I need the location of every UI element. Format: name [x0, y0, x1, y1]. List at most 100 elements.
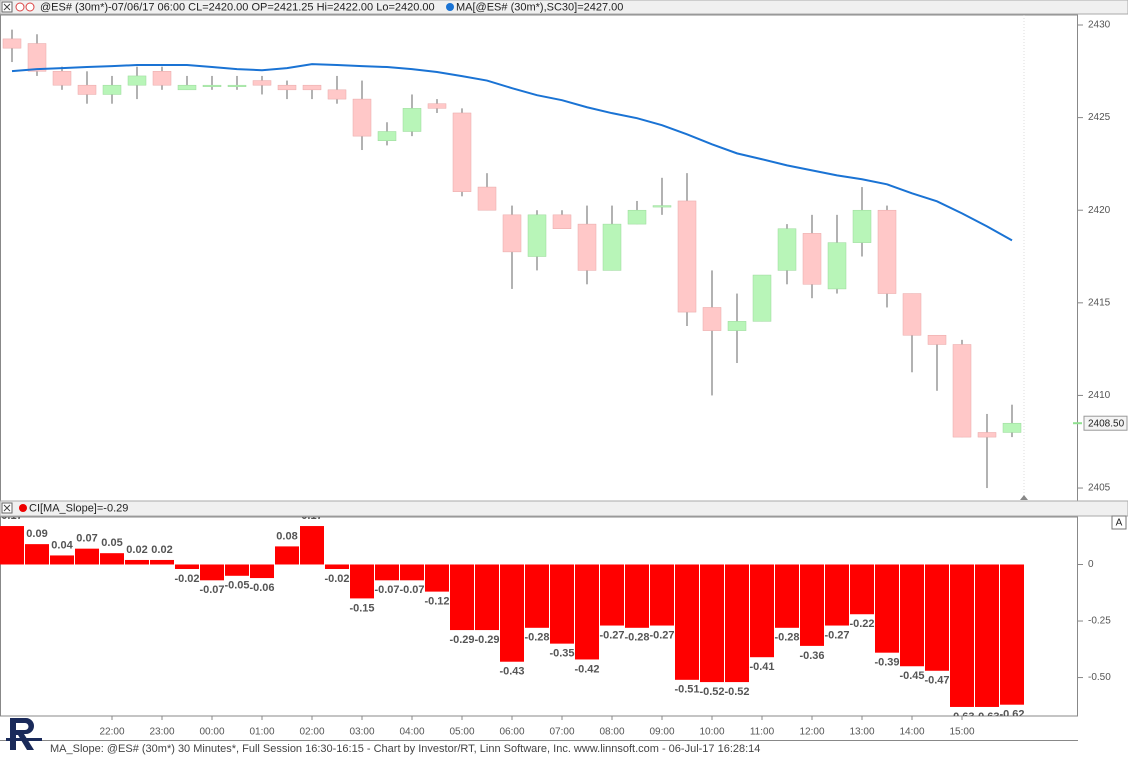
value-label: -0.41	[749, 661, 774, 673]
bar	[500, 564, 524, 662]
symbol-icon	[15, 2, 25, 12]
value-label: -0.28	[774, 632, 799, 644]
autoscale-button[interactable]	[1111, 515, 1127, 530]
bar	[675, 564, 699, 680]
x-tick-label: 02:00	[299, 727, 324, 738]
bar	[225, 564, 249, 576]
logo	[6, 718, 42, 750]
bar	[75, 548, 99, 565]
value-label: -0.12	[424, 596, 449, 608]
bar	[50, 555, 74, 565]
candle-body	[477, 186, 497, 211]
bar	[875, 564, 899, 653]
x-tick-label: 03:00	[349, 727, 374, 738]
value-label: -0.28	[624, 632, 649, 644]
value-label: -0.36	[799, 650, 824, 662]
x-tick-label: 10:00	[699, 727, 724, 738]
bar	[600, 564, 624, 626]
bar	[475, 564, 499, 631]
candle-body	[152, 71, 172, 86]
x-tick-label: 05:00	[449, 727, 474, 738]
candle-body	[652, 205, 672, 208]
value-label: -0.43	[499, 666, 524, 678]
value-label: -0.27	[599, 629, 624, 641]
candle-body	[602, 223, 622, 271]
x-tick-label: 15:00	[949, 727, 974, 738]
bar	[375, 564, 399, 581]
y-tick-label: 2405	[1088, 483, 1111, 494]
x-tick-label: 08:00	[599, 727, 624, 738]
candle-body	[702, 307, 722, 331]
y-tick-label: -0.25	[1088, 616, 1111, 627]
value-label: -0.45	[899, 670, 924, 682]
candle-body	[252, 80, 272, 86]
value-label: -0.06	[249, 582, 274, 594]
symbol-icon	[25, 2, 35, 12]
bar	[550, 564, 574, 644]
bar	[950, 564, 974, 707]
ma-legend: MA[@ES# (30m*),SC30]=2427.00	[456, 1, 623, 13]
bar	[700, 564, 724, 683]
candle-body	[852, 209, 872, 243]
value-label: 0.17	[1, 510, 22, 522]
candle-body	[277, 84, 297, 91]
indicator-header	[0, 500, 1128, 517]
bar	[575, 564, 599, 660]
bar	[725, 564, 749, 683]
cursor-marker	[1020, 495, 1028, 500]
value-label: -0.52	[724, 686, 749, 698]
x-tick-label: 09:00	[649, 727, 674, 738]
candle-body	[952, 344, 972, 438]
y-tick-label: 2425	[1088, 112, 1111, 123]
value-label: -0.27	[824, 629, 849, 641]
bar	[175, 564, 199, 570]
x-tick-label: 00:00	[199, 727, 224, 738]
value-label: -0.29	[449, 634, 474, 646]
candle-body	[677, 200, 697, 313]
value-label: -0.52	[699, 686, 724, 698]
bar	[825, 564, 849, 626]
x-tick-label: 14:00	[899, 727, 924, 738]
bar	[975, 564, 999, 707]
value-label: 0.04	[51, 539, 73, 551]
indicator-panel	[0, 516, 1078, 717]
last-price-label: 2408.50	[1088, 418, 1125, 429]
bar	[100, 553, 124, 565]
candle-body	[777, 228, 797, 271]
value-label: -0.02	[174, 573, 199, 585]
x-tick-label: 23:00	[149, 727, 174, 738]
x-tick-label: 06:00	[499, 727, 524, 738]
candle-body	[552, 214, 572, 229]
y-tick-label: 0	[1088, 559, 1094, 570]
value-label: -0.07	[199, 584, 224, 596]
candle-body	[102, 84, 122, 95]
candle-body	[377, 131, 397, 142]
bar	[25, 544, 49, 565]
candle-body	[202, 84, 222, 87]
value-label: 0.08	[276, 530, 297, 542]
candle-body	[52, 71, 72, 86]
bar	[425, 564, 449, 592]
candle-body	[302, 84, 322, 91]
last-price-box	[1083, 415, 1128, 431]
value-label: -0.35	[549, 648, 574, 660]
bar	[925, 564, 949, 671]
candle-body	[1002, 422, 1022, 433]
value-label: -0.47	[924, 675, 949, 687]
candle-body	[527, 214, 547, 257]
indicator-dot	[19, 504, 27, 512]
value-label: -0.02	[324, 573, 349, 585]
candle-body	[877, 209, 897, 294]
candle-body	[752, 274, 772, 322]
candle-body	[127, 75, 147, 86]
moving-average	[11, 63, 1013, 242]
value-label: -0.22	[849, 618, 874, 630]
close-icon	[3, 3, 11, 11]
bar	[150, 559, 174, 565]
candle-body	[177, 84, 197, 91]
candle-body	[327, 89, 347, 100]
candle-body	[977, 432, 997, 438]
bar	[775, 564, 799, 628]
value-label: -0.51	[674, 684, 699, 696]
y-tick-label: 2420	[1088, 205, 1111, 216]
